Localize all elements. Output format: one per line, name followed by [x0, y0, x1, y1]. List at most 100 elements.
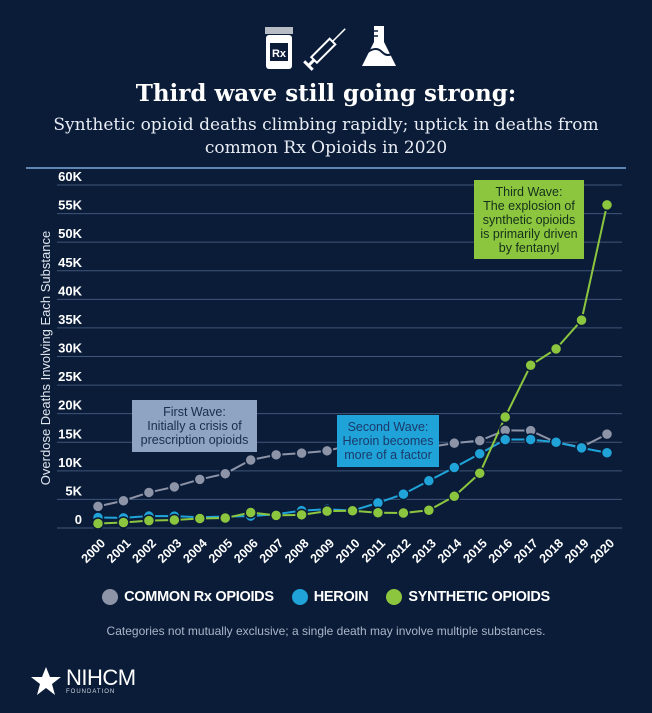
- x-tick-label: 2000: [79, 536, 109, 566]
- legend-dot: [386, 589, 403, 605]
- y-tick-label: 15K: [58, 426, 82, 441]
- y-tick-label: 5K: [65, 483, 82, 498]
- data-point: [600, 198, 614, 212]
- line-chart: 0 5K 10K 15K 20K 25K 30K 35K 40K 45K 50K 55K 60K Ove…: [38, 170, 622, 566]
- data-point: [193, 512, 207, 525]
- data-point: [549, 342, 563, 356]
- data-point: [91, 500, 105, 513]
- x-tick-label: 2009: [308, 536, 338, 566]
- annotation-line: The explosion of: [483, 198, 575, 213]
- annotation-line: Initially a crisis of: [147, 419, 242, 433]
- data-point: [320, 504, 334, 518]
- data-point: [168, 480, 181, 494]
- annotation-text: Second Wave: Heroin becomes more of a fact…: [342, 420, 433, 462]
- x-tick-label: 2012: [384, 536, 414, 566]
- data-point: [473, 466, 486, 480]
- x-tick-label: 2008: [282, 536, 312, 566]
- data-point: [91, 517, 105, 530]
- y-tick-label: 35K: [58, 312, 82, 327]
- annotation-line: more of a factor: [344, 448, 432, 462]
- legend-item-heroin: HEROIN: [291, 589, 369, 605]
- data-point: [117, 494, 130, 507]
- x-tick-label: 2001: [104, 536, 134, 566]
- y-tick-label: 60K: [58, 170, 82, 184]
- x-tick-label: 2014: [435, 536, 465, 566]
- y-tick-label: 40K: [58, 283, 82, 298]
- data-point: [524, 359, 537, 372]
- y-tick-label: 10K: [58, 455, 82, 470]
- data-point: [448, 461, 461, 474]
- y-tick-label: 30K: [58, 341, 82, 356]
- annotation-first-wave: First Wave: Initially a crisis of prescrip…: [132, 400, 257, 452]
- x-tick-label: 2011: [359, 536, 388, 565]
- data-point: [346, 504, 359, 518]
- legend-item-rx: COMMON Rx OPIOIDS: [102, 589, 274, 605]
- data-point: [448, 436, 461, 450]
- y-tick-label: 25K: [58, 369, 82, 384]
- data-point: [371, 506, 385, 520]
- annotation-line: by fentanyl: [498, 240, 560, 255]
- data-point: [397, 506, 410, 520]
- data-point: [142, 486, 156, 499]
- data-point: [295, 508, 308, 522]
- x-tick-label: 2007: [257, 536, 287, 566]
- chart-title: Third wave still going strong:: [135, 80, 517, 107]
- y-axis-label: Overdose Deaths Involving Each Substance: [38, 231, 53, 485]
- data-point: [575, 313, 588, 327]
- annotation-third-wave: Third Wave: The explosion of synthetic opi…: [474, 180, 584, 259]
- legend-item-synthetic: SYNTHETIC OPIOIDS: [386, 589, 550, 605]
- separator: [26, 167, 626, 169]
- data-point: [473, 434, 486, 447]
- data-point: [168, 513, 181, 527]
- annotation-text: Third Wave: The explosion of synthetic opi…: [480, 185, 577, 255]
- x-tick-label: 2003: [155, 536, 185, 566]
- annotation-line: prescription opioids: [140, 433, 249, 447]
- annotation-second-wave: Second Wave: Heroin becomes more of a fact…: [337, 415, 439, 467]
- nihcm-logo: NIHCM FOUNDATION: [30, 665, 136, 697]
- data-point: [244, 506, 257, 519]
- data-point: [142, 514, 156, 527]
- logo-sub: FOUNDATION: [66, 689, 116, 695]
- data-point: [600, 446, 614, 459]
- x-tick-label: 2015: [460, 536, 490, 566]
- data-point: [524, 433, 537, 446]
- x-tick-label: 2002: [129, 536, 159, 566]
- data-point: [422, 503, 436, 517]
- data-point: [498, 433, 512, 446]
- x-tick-label: 2005: [206, 536, 236, 566]
- annotation-line: Second Wave:: [347, 420, 429, 434]
- annotation-line: First Wave:: [163, 405, 226, 419]
- data-point: [193, 473, 207, 486]
- star-logo-icon: [31, 667, 61, 695]
- y-tick-label: 0: [75, 512, 82, 527]
- lab-flask-icon: [362, 26, 396, 66]
- data-point: [498, 410, 512, 424]
- data-point: [117, 516, 130, 529]
- legend-dot: [102, 589, 119, 605]
- rx-pill-bottle-icon: Rx: [265, 27, 293, 69]
- x-tick-label: 2016: [486, 536, 516, 566]
- x-tick-label: 2020: [588, 536, 618, 566]
- rx-text: Rx: [272, 48, 287, 60]
- annotation-line: Heroin becomes: [342, 434, 434, 448]
- x-tick-label: 2019: [562, 536, 592, 566]
- y-tick-label: 45K: [58, 255, 82, 270]
- data-point: [473, 447, 486, 460]
- x-tick-label: 2006: [231, 536, 261, 566]
- annotation-line: is primarily driven: [480, 226, 578, 241]
- data-point: [244, 453, 257, 467]
- data-point: [269, 509, 283, 522]
- header-icons: Rx: [262, 22, 402, 72]
- data-point: [448, 490, 461, 503]
- chart-subtitle: Synthetic opioid deaths climbing rapidly…: [53, 115, 599, 158]
- data-point: [397, 487, 410, 501]
- logo-name: NIHCM: [66, 665, 136, 690]
- data-point: [219, 467, 232, 480]
- data-point: [219, 511, 232, 525]
- legend-label: COMMON Rx OPIOIDS: [124, 589, 274, 605]
- annotation-line: synthetic opioids: [482, 212, 576, 227]
- x-tick-label: 2013: [409, 536, 439, 566]
- y-tick-label: 55K: [58, 198, 82, 213]
- x-tick-label: 2018: [537, 536, 567, 566]
- legend: COMMON Rx OPIOIDS HEROIN SYNTHETIC OPIOI…: [0, 589, 652, 605]
